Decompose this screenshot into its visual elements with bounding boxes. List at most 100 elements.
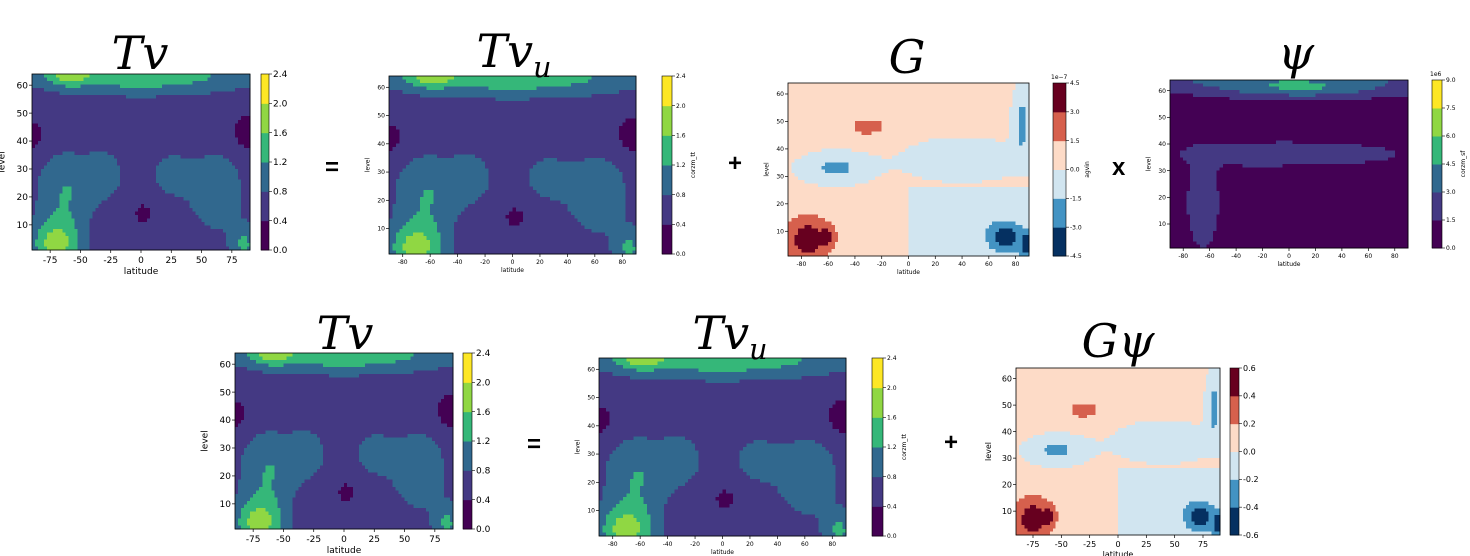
colorbar-tick-label: 0.0 bbox=[676, 251, 686, 258]
colorbar-segment bbox=[872, 476, 883, 507]
y-tick-label: 40 bbox=[377, 141, 385, 148]
colorbar-segment bbox=[662, 105, 672, 136]
colorbar-tick-label: 2.0 bbox=[676, 103, 686, 110]
x-tick-label: 25 bbox=[1141, 540, 1151, 549]
x-tick-label: -80 bbox=[398, 259, 408, 266]
colorbar-segment bbox=[261, 191, 269, 222]
x-tick-label: -20 bbox=[480, 259, 490, 266]
x-tick-label: -40 bbox=[663, 541, 673, 548]
colorbar-segment bbox=[463, 411, 472, 442]
colorbar-tick-label: 0.0 bbox=[1243, 447, 1256, 456]
colorbar-segment bbox=[261, 103, 269, 134]
y-tick-label: 30 bbox=[587, 451, 595, 458]
x-tick-label: 80 bbox=[618, 259, 626, 266]
x-axis-label: latitude bbox=[124, 267, 159, 277]
colorbar-tick-label: 2.4 bbox=[273, 70, 288, 80]
y-axis-label: level bbox=[0, 151, 8, 172]
y-tick-label: 20 bbox=[587, 479, 595, 486]
x-tick-label: 75 bbox=[1198, 540, 1208, 549]
y-tick-label: 30 bbox=[220, 444, 232, 454]
colorbar-tick-label: 4.5 bbox=[1070, 80, 1080, 87]
y-tick-label: 30 bbox=[377, 169, 385, 176]
colorbar-tick-label: 0.8 bbox=[887, 474, 897, 481]
colorbar-segment bbox=[463, 470, 472, 501]
x-tick-label: 80 bbox=[1391, 253, 1399, 260]
colorbar-tick-label: -3.0 bbox=[1070, 224, 1082, 231]
colorbar-tick-label: 3.0 bbox=[1446, 189, 1456, 196]
x-tick-label: -75 bbox=[43, 256, 58, 266]
colorbar-tick-label: 3.0 bbox=[1070, 109, 1080, 116]
y-axis-label: level bbox=[201, 430, 211, 451]
colorbar-exponent: 1e6 bbox=[1430, 71, 1442, 78]
y-tick-label: 10 bbox=[377, 226, 385, 233]
colorbar-segment bbox=[872, 387, 883, 418]
x-axis-label: latitude bbox=[1277, 261, 1300, 268]
colorbar-tick-label: 1.6 bbox=[887, 414, 897, 421]
x-tick-label: -60 bbox=[635, 541, 645, 548]
colorbar-segment bbox=[463, 353, 472, 383]
contour-fill bbox=[1016, 368, 1221, 536]
contour-fill bbox=[32, 74, 251, 251]
x-axis-label: latitude bbox=[501, 267, 524, 274]
x-tick-label: 0 bbox=[1115, 540, 1120, 549]
colorbar-tick-label: 1.6 bbox=[273, 129, 288, 139]
x-tick-label: 40 bbox=[774, 541, 782, 548]
colorbar-tick-label: 1.6 bbox=[476, 408, 491, 418]
y-tick-label: 50 bbox=[377, 113, 385, 120]
x-tick-label: 80 bbox=[1012, 261, 1020, 268]
x-tick-label: 40 bbox=[1338, 253, 1346, 260]
x-tick-label: -25 bbox=[103, 256, 118, 266]
colorbar-tick-label: 1.5 bbox=[1070, 138, 1080, 145]
x-tick-label: -60 bbox=[823, 261, 833, 268]
y-tick-label: 20 bbox=[1002, 480, 1012, 489]
colorbar-segment bbox=[872, 447, 883, 478]
x-tick-label: 75 bbox=[429, 535, 440, 545]
y-tick-label: 10 bbox=[1158, 221, 1166, 228]
colorbar-tick-label: 0.0 bbox=[476, 525, 491, 535]
colorbar-tick-label: 0.4 bbox=[887, 503, 897, 510]
colorbar-segment bbox=[872, 358, 883, 389]
colorbar-segment bbox=[662, 224, 672, 255]
colorbar-label: corzm_tt bbox=[690, 151, 697, 178]
colorbar-tick-label: 0.6 bbox=[1243, 364, 1256, 373]
colorbar-exponent: 1e−7 bbox=[1051, 74, 1068, 81]
x-axis-label: latitude bbox=[1103, 550, 1134, 556]
colorbar-segment bbox=[261, 162, 269, 192]
y-tick-label: 50 bbox=[776, 119, 784, 126]
colorbar-tick-label: 4.5 bbox=[1446, 161, 1456, 168]
colorbar-tick-label: 1.2 bbox=[476, 437, 490, 447]
y-axis-label: level bbox=[763, 162, 770, 177]
x-tick-label: 20 bbox=[536, 259, 544, 266]
colorbar-tick-label: 0.8 bbox=[676, 192, 686, 199]
x-tick-label: 0 bbox=[1287, 253, 1291, 260]
colorbar-segment bbox=[1053, 83, 1066, 113]
y-axis-label: level bbox=[574, 440, 581, 455]
colorbar-tick-label: 1.2 bbox=[273, 158, 287, 168]
chart-title: Gψ bbox=[1082, 318, 1155, 364]
plus-sign-bottom: + bbox=[944, 431, 958, 455]
colorbar-segment bbox=[662, 135, 672, 166]
colorbar-segment bbox=[1230, 423, 1239, 452]
x-tick-label: -50 bbox=[1055, 540, 1068, 549]
colorbar-segment bbox=[1230, 479, 1239, 508]
colorbar-tick-label: 6.0 bbox=[1446, 133, 1456, 140]
colorbar-segment bbox=[1432, 164, 1442, 193]
x-tick-label: 25 bbox=[369, 535, 380, 545]
x-tick-label: 40 bbox=[958, 261, 966, 268]
x-tick-label: -80 bbox=[1178, 253, 1188, 260]
colorbar-segment bbox=[1230, 451, 1239, 480]
colorbar-segment bbox=[872, 417, 883, 448]
x-tick-label: -40 bbox=[850, 261, 860, 268]
y-tick-label: 50 bbox=[17, 109, 29, 119]
contour-fill bbox=[235, 353, 454, 530]
colorbar-segment bbox=[1230, 395, 1239, 425]
y-tick-label: 50 bbox=[587, 395, 595, 402]
x-tick-label: 0 bbox=[721, 541, 725, 548]
chart-title: Tv bbox=[317, 310, 374, 356]
equals-sign-bottom: = bbox=[527, 433, 541, 457]
colorbar-tick-label: -4.5 bbox=[1070, 253, 1082, 260]
y-tick-label: 10 bbox=[17, 221, 29, 231]
x-tick-label: 75 bbox=[226, 256, 237, 266]
x-tick-label: 0 bbox=[341, 535, 347, 545]
contour-fill bbox=[599, 358, 847, 537]
